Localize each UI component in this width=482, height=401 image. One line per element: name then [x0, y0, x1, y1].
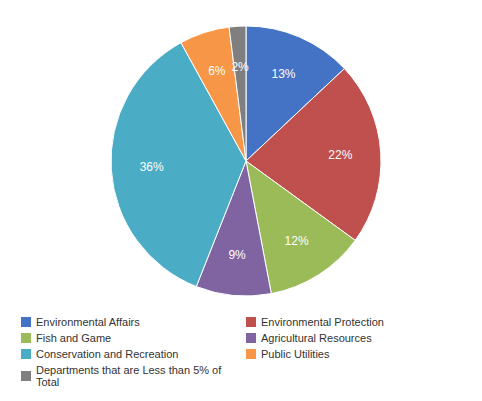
html-text:Fish and Game: Fish and Game — [36, 332, 112, 344]
html-text:Public Utilities: Public Utilities — [261, 348, 330, 360]
html-text:Departments that are Less than: Departments that are Less than 5% of Tot… — [36, 364, 222, 388]
html-text:Environmental Protection: Environmental Protection — [261, 316, 384, 328]
svg-text:2%: 2% — [231, 60, 249, 74]
svg-text:6%: 6% — [208, 64, 226, 78]
svg-text:9%: 9% — [228, 248, 246, 262]
html-text:Conservation and Recreation: Conservation and Recreation — [36, 348, 179, 360]
svg-text:22%: 22% — [328, 148, 352, 162]
html-text:Agricultural Resources: Agricultural Resources — [261, 332, 372, 344]
svg-text:36%: 36% — [140, 160, 164, 174]
svg-text:13%: 13% — [272, 67, 296, 81]
html-text:Environmental Affairs: Environmental Affairs — [36, 316, 140, 328]
svg-text:12%: 12% — [285, 234, 309, 248]
